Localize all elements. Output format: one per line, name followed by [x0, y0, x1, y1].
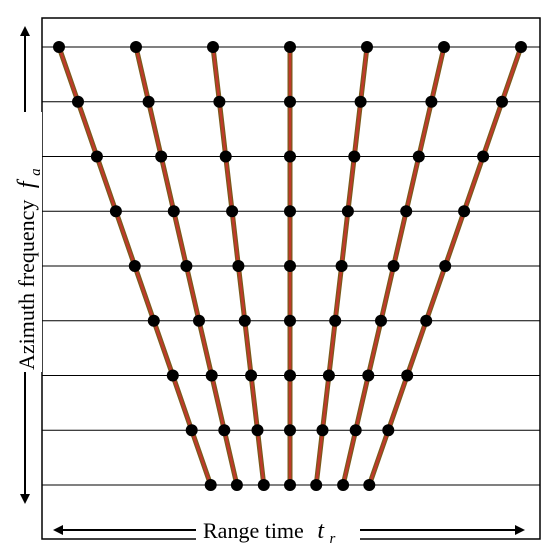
trajectory-group — [53, 41, 527, 491]
sample-point-icon — [284, 41, 296, 53]
sample-point-icon — [284, 95, 296, 108]
sample-point-icon — [349, 424, 362, 437]
svg-text:Azimuth frequency f: Azimuth frequency f a — [14, 168, 44, 370]
sample-point-icon — [230, 479, 243, 491]
sample-point-icon — [284, 260, 296, 272]
sample-point-icon — [361, 41, 373, 53]
sample-point-icon — [257, 479, 270, 491]
x-axis-label: Range time t r — [203, 518, 335, 547]
sample-point-icon — [337, 479, 350, 491]
sample-point-icon — [375, 314, 387, 327]
sample-point-icon — [354, 95, 367, 108]
sample-point-icon — [284, 314, 296, 327]
sample-point-icon — [284, 369, 296, 382]
sample-point-icon — [515, 41, 527, 53]
sample-point-icon — [335, 260, 348, 272]
sample-point-icon — [72, 95, 84, 108]
y-axis-subscript: a — [28, 168, 44, 176]
sample-point-icon — [130, 41, 142, 53]
y-axis-symbol: f — [14, 178, 40, 188]
x-axis-label-text: Range time — [203, 518, 304, 543]
sample-point-icon — [90, 150, 103, 163]
sample-point-icon — [167, 205, 180, 218]
sample-point-icon — [238, 314, 251, 327]
sample-point-icon — [420, 314, 433, 327]
sample-point-icon — [109, 205, 122, 218]
sample-point-icon — [193, 314, 205, 327]
sample-point-icon — [363, 479, 376, 491]
sample-point-icon — [226, 205, 239, 218]
sample-point-icon — [382, 424, 395, 437]
sample-point-icon — [180, 260, 193, 272]
sample-point-icon — [218, 424, 231, 437]
sample-point-icon — [245, 369, 258, 382]
sample-point-icon — [284, 479, 296, 491]
sample-point-icon — [166, 369, 179, 382]
sample-point-icon — [341, 205, 354, 218]
sample-point-icon — [477, 150, 490, 163]
sample-point-icon — [284, 150, 296, 163]
sample-point-icon — [142, 95, 155, 108]
sample-point-icon — [53, 41, 65, 53]
sample-point-icon — [458, 205, 471, 218]
sample-point-icon — [147, 314, 160, 327]
sample-point-icon — [387, 260, 400, 272]
sample-point-icon — [205, 369, 218, 382]
sample-point-icon — [412, 150, 425, 163]
sample-point-icon — [329, 314, 342, 327]
sample-point-icon — [310, 479, 323, 491]
sample-point-icon — [232, 260, 245, 272]
sample-point-icon — [400, 205, 413, 218]
y-axis-label-text: Azimuth frequency — [14, 200, 39, 370]
sample-point-icon — [438, 41, 450, 53]
sample-point-icon — [496, 95, 508, 108]
sample-point-icon — [204, 479, 217, 491]
sample-point-icon — [439, 260, 452, 272]
y-label-background — [10, 112, 42, 372]
sample-point-icon — [316, 424, 329, 437]
sample-point-icon — [185, 424, 198, 437]
sample-point-icon — [155, 150, 168, 163]
sample-point-icon — [213, 95, 226, 108]
sample-point-icon — [219, 150, 232, 163]
y-axis-label: Azimuth frequency f a — [14, 168, 44, 370]
sample-point-icon — [251, 424, 264, 437]
sample-point-icon — [284, 205, 296, 218]
sample-point-icon — [128, 260, 141, 272]
sample-point-icon — [322, 369, 335, 382]
sample-point-icon — [348, 150, 361, 163]
x-axis-subscript: r — [329, 531, 335, 547]
sample-point-icon — [401, 369, 414, 382]
sample-point-icon — [284, 424, 296, 437]
x-label-background — [196, 514, 360, 546]
sample-point-icon — [425, 95, 438, 108]
sample-point-icon — [207, 41, 219, 53]
x-axis-symbol: t — [317, 518, 325, 544]
sample-point-icon — [362, 369, 375, 382]
